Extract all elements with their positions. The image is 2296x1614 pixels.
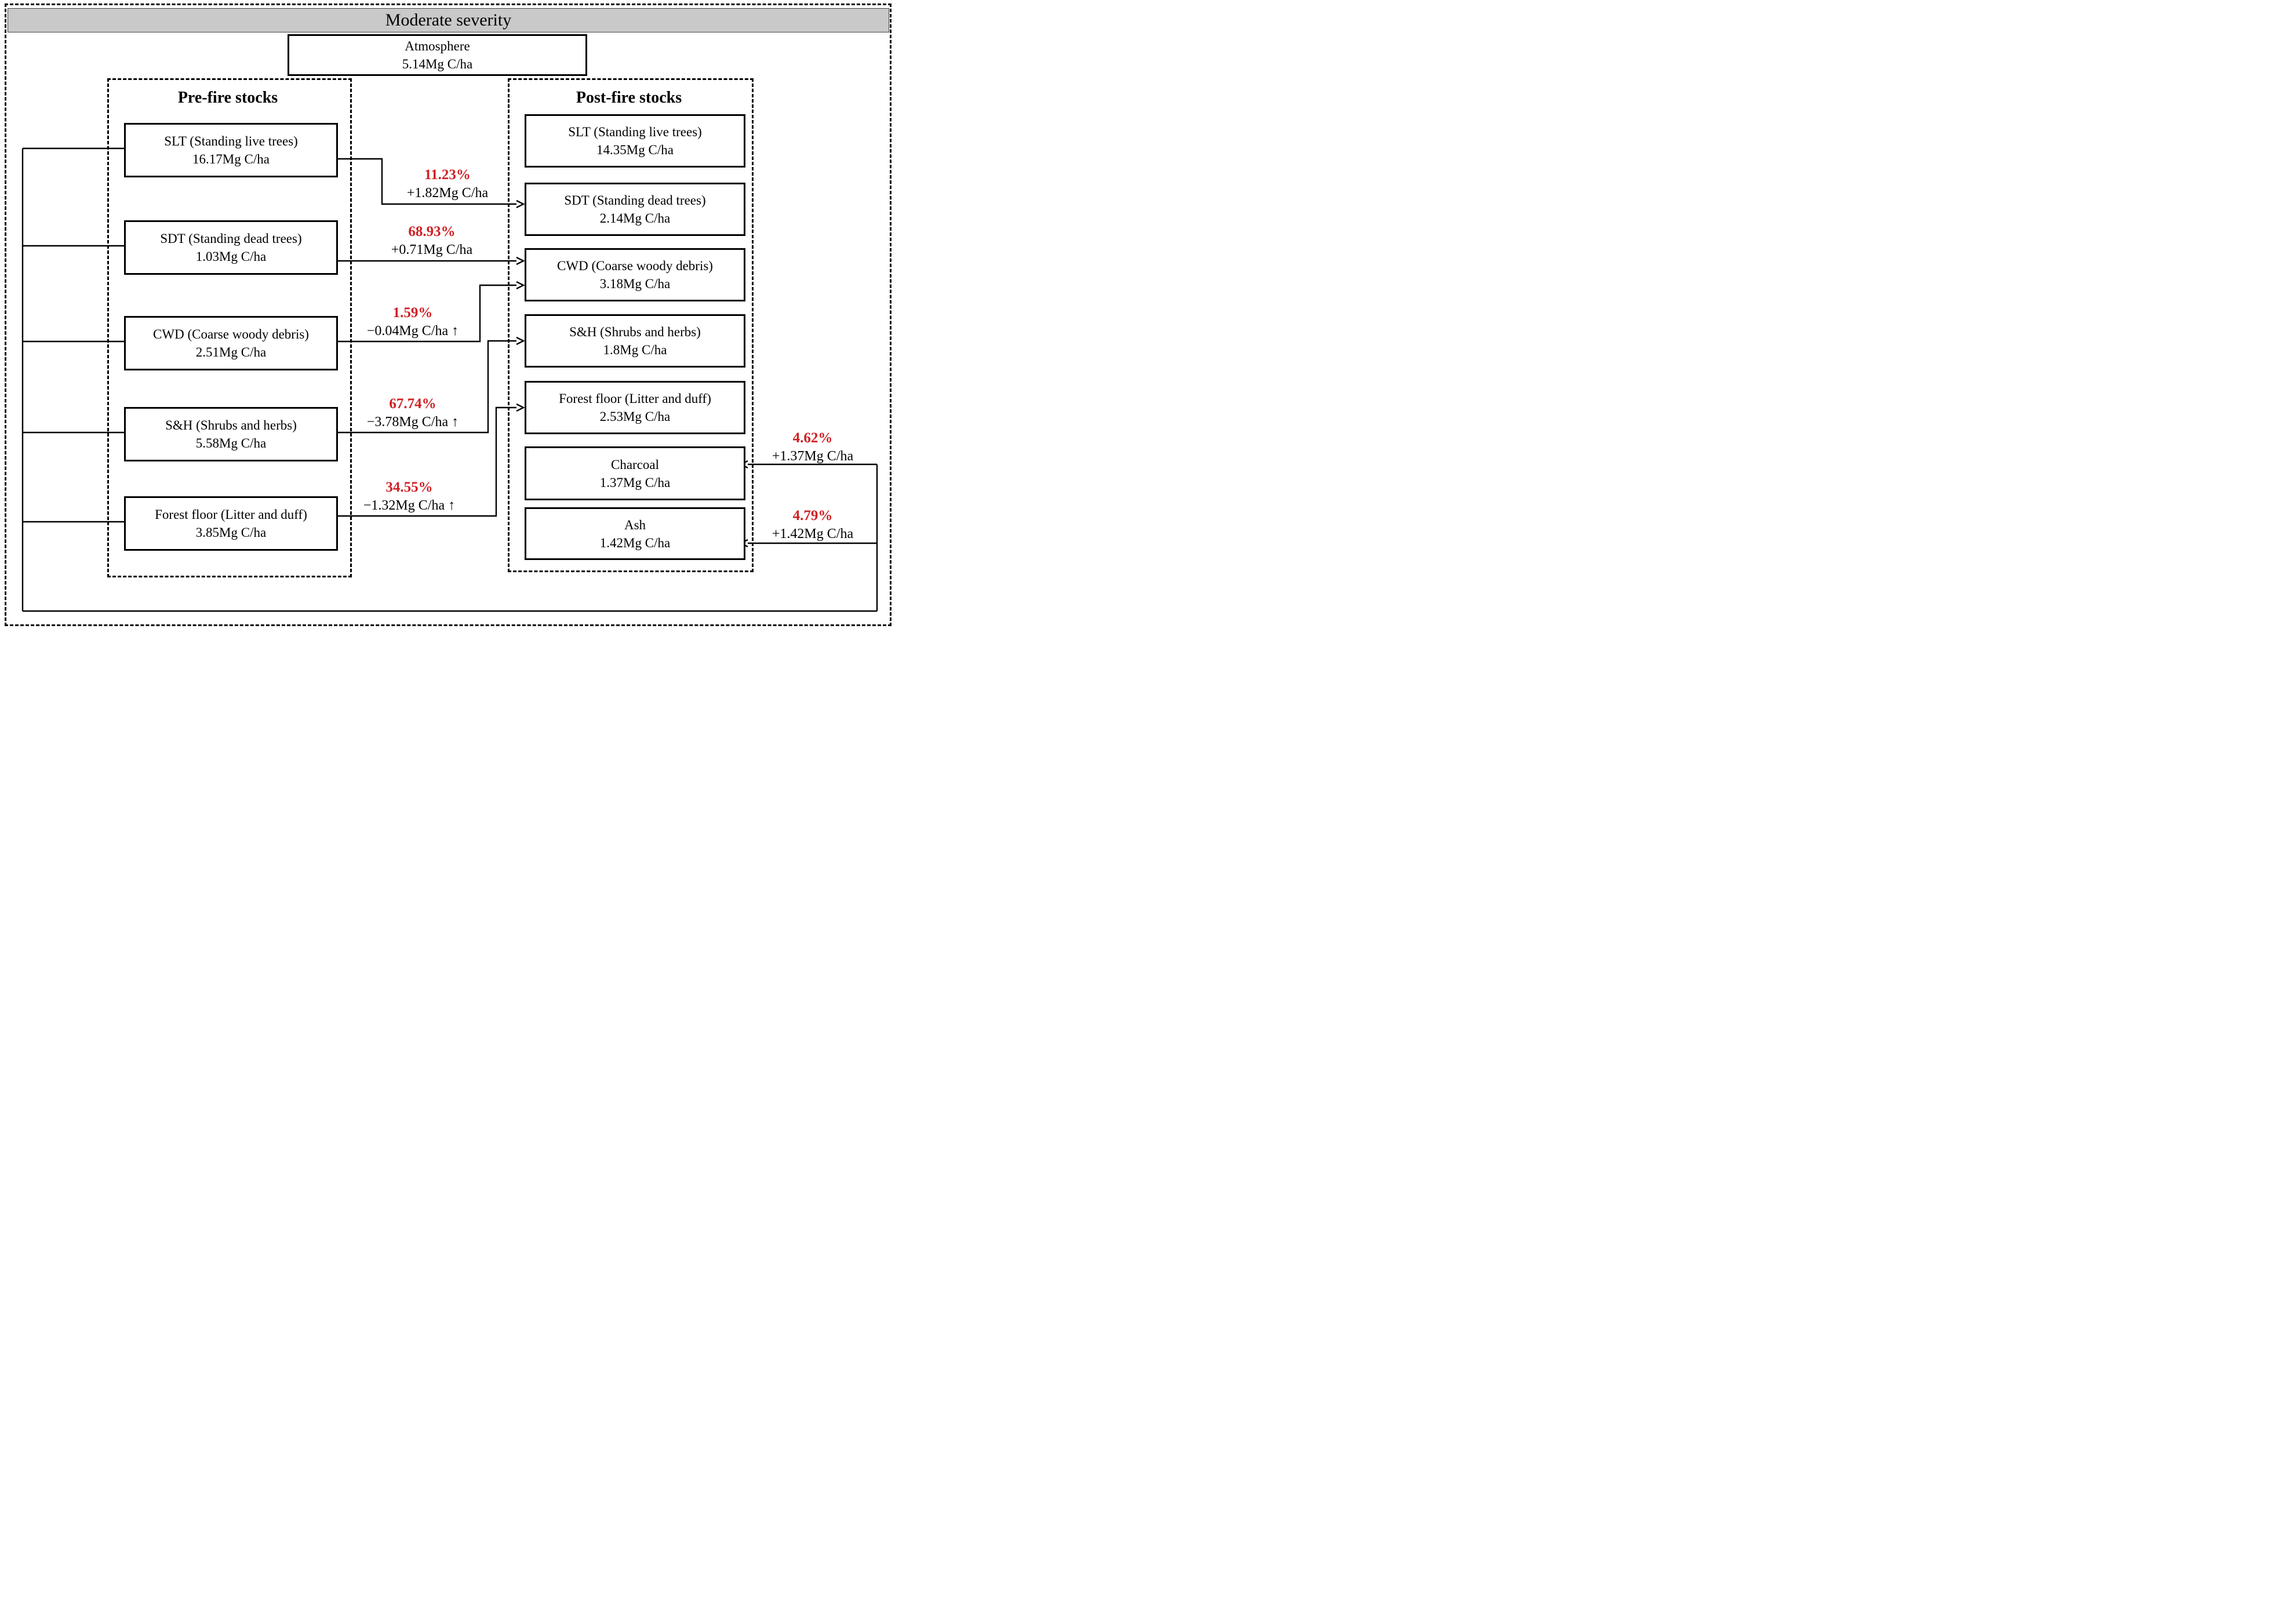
box-label: SDT (Standing dead trees): [564, 193, 706, 208]
post-fire-box-slt: SLT (Standing live trees) 14.35Mg C/ha: [525, 114, 745, 168]
flow-percent: 4.79%: [792, 508, 833, 524]
pre-fire-box-forest-floor: Forest floor (Litter and duff) 3.85Mg C/…: [124, 496, 338, 551]
flow-percent: 67.74%: [389, 396, 436, 412]
box-value: 2.14Mg C/ha: [599, 211, 671, 226]
flow-percent: 4.62%: [792, 430, 833, 446]
box-label: CWD (Coarse woody debris): [153, 327, 309, 341]
box-value: 5.58Mg C/ha: [195, 436, 267, 450]
page-title: Moderate severity: [385, 10, 512, 30]
flow-label-cwd-to-cwd: 1.59% −0.04Mg C/ha ↑: [367, 304, 459, 340]
flow-percent: 11.23%: [424, 167, 471, 183]
atmosphere-value: 5.14Mg C/ha: [402, 57, 473, 71]
pre-fire-box-sdt: SDT (Standing dead trees) 1.03Mg C/ha: [124, 220, 338, 275]
box-label: SLT (Standing live trees): [568, 125, 702, 139]
flow-cwd-to-cwd-arrow: [334, 281, 525, 343]
post-fire-container: [508, 78, 754, 572]
flow-sh-to-sh-arrow: [334, 336, 525, 434]
pre-fire-header: Pre-fire stocks: [177, 89, 278, 107]
flow-label-ash-inflow: 4.79% +1.42Mg C/ha: [772, 507, 853, 543]
flow-delta: −3.78Mg C/ha ↑: [366, 415, 459, 430]
diagram-canvas: Moderate severity Atmosphere 5.14Mg C/ha…: [0, 0, 896, 630]
pre-fire-box-cwd: CWD (Coarse woody debris) 2.51Mg C/ha: [124, 316, 338, 370]
post-fire-box-cwd: CWD (Coarse woody debris) 3.18Mg C/ha: [525, 248, 745, 301]
pre-fire-box-sh: S&H (Shrubs and herbs) 5.58Mg C/ha: [124, 407, 338, 461]
box-value: 1.42Mg C/ha: [599, 535, 671, 550]
atmosphere-box: Atmosphere 5.14Mg C/ha: [288, 34, 587, 76]
flow-delta: +1.42Mg C/ha: [772, 526, 854, 541]
flow-label-sh-to-sh: 67.74% −3.78Mg C/ha ↑: [367, 395, 459, 431]
flow-delta: −1.32Mg C/ha ↑: [363, 498, 456, 513]
post-fire-header: Post-fire stocks: [576, 89, 682, 107]
box-label: CWD (Coarse woody debris): [557, 259, 713, 273]
box-label: S&H (Shrubs and herbs): [165, 418, 297, 432]
box-value: 3.18Mg C/ha: [599, 277, 671, 291]
box-label: S&H (Shrubs and herbs): [569, 325, 701, 339]
post-fire-box-sdt: SDT (Standing dead trees) 2.14Mg C/ha: [525, 183, 745, 236]
flow-delta: +1.37Mg C/ha: [772, 449, 854, 464]
flow-label-slt-to-sdt: 11.23% +1.82Mg C/ha: [407, 166, 488, 202]
box-value: 14.35Mg C/ha: [596, 143, 674, 157]
flow-percent: 34.55%: [385, 479, 433, 495]
box-label: SLT (Standing live trees): [164, 134, 298, 148]
box-value: 1.37Mg C/ha: [599, 475, 671, 490]
pre-fire-container: [107, 78, 352, 577]
flow-percent: 68.93%: [408, 224, 456, 239]
box-value: 1.03Mg C/ha: [195, 249, 267, 264]
post-fire-box-forest-floor: Forest floor (Litter and duff) 2.53Mg C/…: [525, 381, 745, 434]
box-value: 1.8Mg C/ha: [603, 343, 667, 357]
flow-label-charcoal-inflow: 4.62% +1.37Mg C/ha: [772, 430, 853, 466]
box-label: Charcoal: [610, 457, 659, 472]
box-label: SDT (Standing dead trees): [160, 231, 302, 246]
flow-delta: +1.82Mg C/ha: [406, 186, 489, 201]
box-value: 2.51Mg C/ha: [195, 345, 267, 359]
title-bar: Moderate severity: [8, 8, 889, 32]
box-label: Forest floor (Litter and duff): [559, 391, 711, 406]
outer-dashed-border: [5, 3, 892, 626]
flow-label-sdt-to-cwd: 68.93% +0.71Mg C/ha: [391, 223, 472, 259]
box-label: Ash: [624, 517, 646, 532]
atmosphere-label: Atmosphere: [405, 39, 470, 53]
box-value: 16.17Mg C/ha: [192, 152, 270, 166]
pre-fire-box-slt: SLT (Standing live trees) 16.17Mg C/ha: [124, 123, 338, 177]
flow-delta: +0.71Mg C/ha: [391, 242, 473, 257]
flow-slt-to-sdt-arrow: [334, 158, 525, 209]
post-fire-box-sh: S&H (Shrubs and herbs) 1.8Mg C/ha: [525, 314, 745, 368]
flow-label-ff-to-ff: 34.55% −1.32Mg C/ha ↑: [363, 479, 455, 515]
flow-ff-to-ff-arrow: [334, 403, 525, 517]
flow-percent: 1.59%: [392, 305, 433, 321]
flow-delta: −0.04Mg C/ha ↑: [366, 323, 459, 339]
box-value: 2.53Mg C/ha: [599, 409, 671, 424]
post-fire-box-charcoal: Charcoal 1.37Mg C/ha: [525, 446, 745, 500]
box-value: 3.85Mg C/ha: [195, 525, 267, 540]
box-label: Forest floor (Litter and duff): [155, 507, 307, 522]
connector-layer: [21, 147, 878, 612]
post-fire-box-ash: Ash 1.42Mg C/ha: [525, 507, 745, 560]
